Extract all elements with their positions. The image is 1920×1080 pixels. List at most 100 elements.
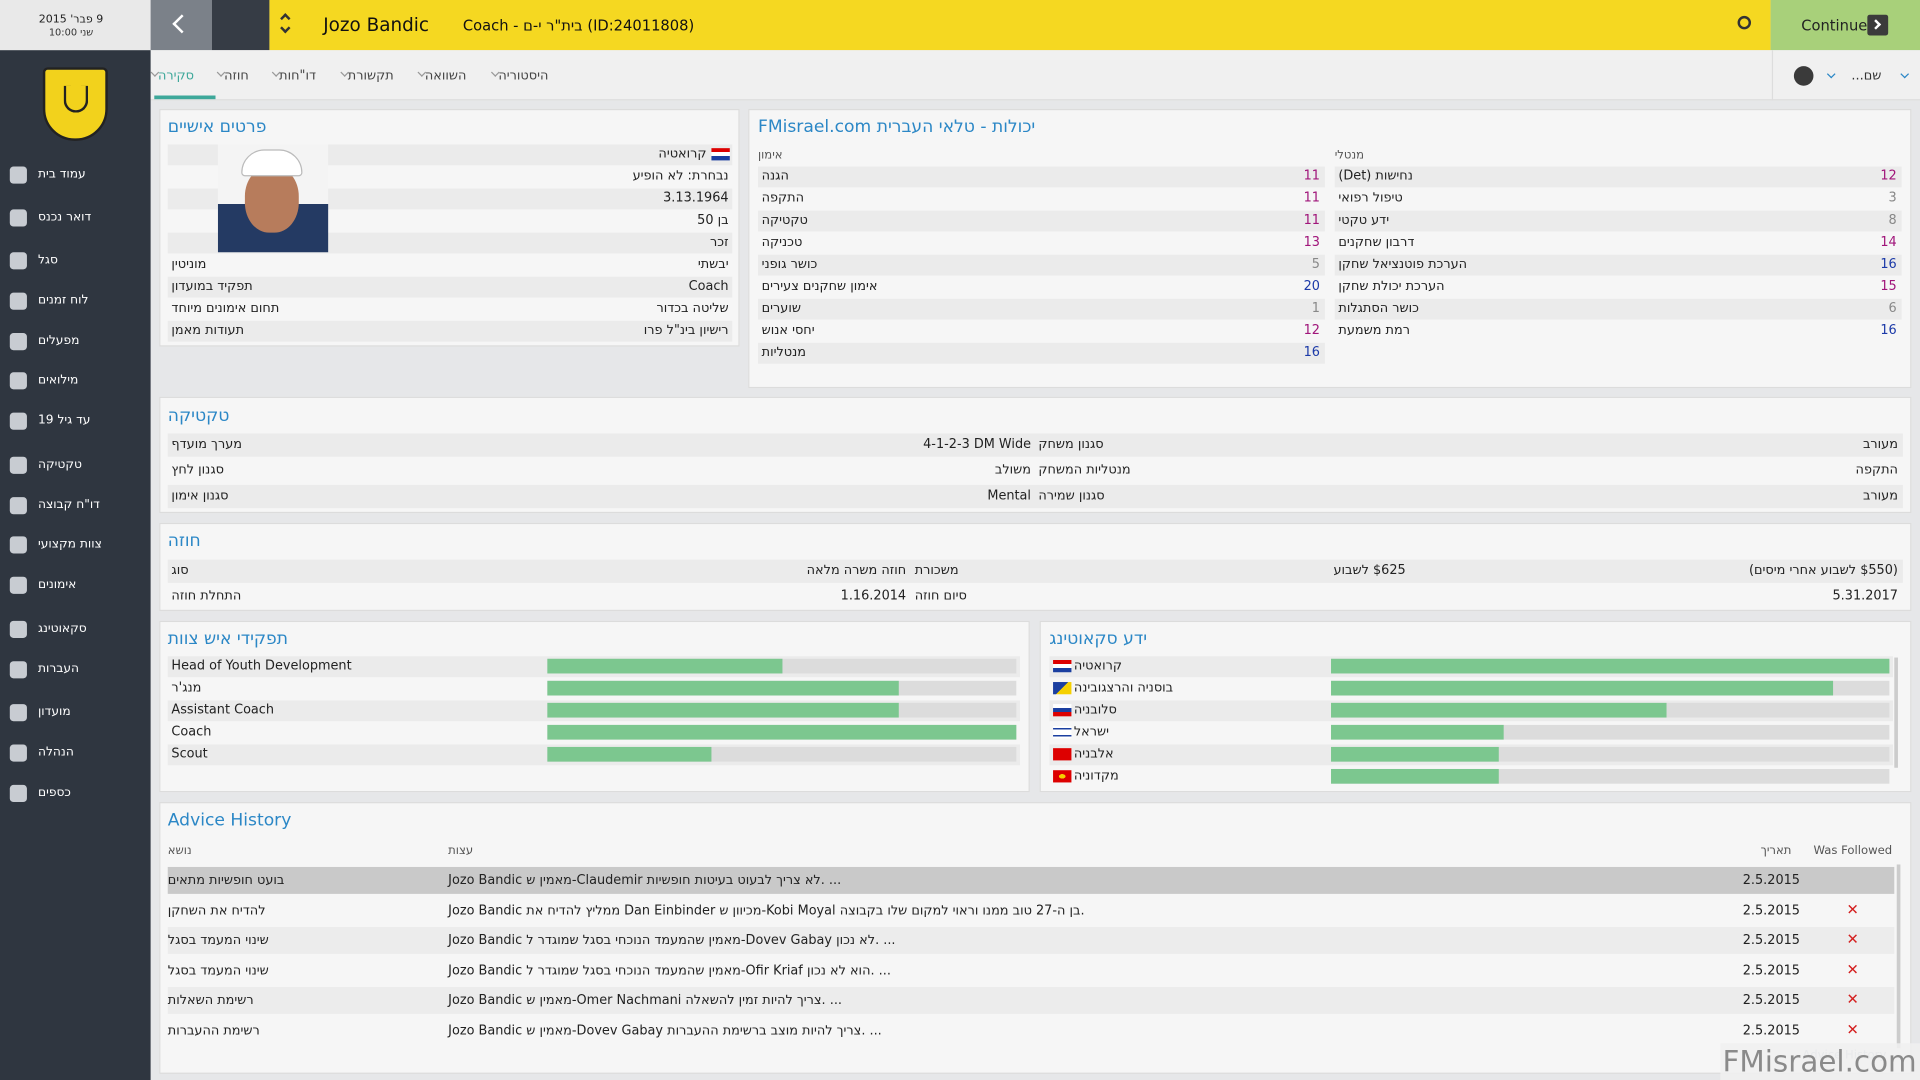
- tactic-value: מעורב: [1862, 488, 1898, 503]
- sidebar-icon: [9, 497, 27, 515]
- tactic-label: סגנון לחץ: [171, 462, 224, 478]
- top-bar: [269, 0, 1771, 51]
- sidebar-icon: [9, 372, 27, 390]
- advice-scrollbar[interactable]: [1896, 864, 1901, 1049]
- sidebar-icon: [9, 661, 27, 679]
- advice-row[interactable]: [167, 866, 1895, 894]
- personal-value: שליטה בכדור: [656, 300, 729, 316]
- crest-menorah: [63, 85, 89, 113]
- followed-mark: ✕: [1846, 991, 1859, 1009]
- globe-icon[interactable]: [1793, 66, 1814, 86]
- attribute-name: נחישות (Det): [1338, 168, 1413, 184]
- sidebar-icon: [9, 456, 27, 474]
- sidebar-item[interactable]: מועדון: [37, 705, 71, 719]
- sidebar-item[interactable]: עד גיל 19: [37, 413, 91, 428]
- contract-label: משכורת: [914, 562, 959, 578]
- advice-text: Jozo Bandic מאמין שהמעמד הנוכחי בסגל שמו…: [448, 963, 891, 978]
- contract-value: 5.31.2017: [1832, 588, 1898, 604]
- sidebar-item[interactable]: מפעלים: [37, 334, 80, 348]
- watermark: FMisrael.com: [1722, 1044, 1917, 1079]
- advice-row[interactable]: [167, 897, 1895, 924]
- bar-label: בוסניה והרצגובינה: [1073, 680, 1174, 696]
- tab[interactable]: סקירה: [158, 69, 206, 82]
- sidebar-item[interactable]: העברות: [37, 662, 79, 676]
- staff-subtitle: Coach - בית"ר י-ם (ID:24011808): [462, 17, 695, 35]
- row-stripe: [167, 276, 733, 298]
- search-label[interactable]: שם...: [1851, 68, 1882, 83]
- sidebar-item[interactable]: הנהלה: [37, 745, 74, 760]
- sidebar-item[interactable]: סקאוטינג: [37, 622, 87, 636]
- panel-title: חוזה: [167, 531, 201, 552]
- advice-row[interactable]: [167, 957, 1895, 985]
- personal-line: 3.13.1964: [663, 190, 729, 206]
- bar-label: Scout: [171, 746, 208, 762]
- bar: [547, 724, 1017, 740]
- contract-label: ($550 לשבוע אחרי מיסים): [1749, 562, 1898, 578]
- sidebar-item[interactable]: צוות מקצועי: [37, 537, 102, 552]
- back-button[interactable]: [150, 0, 212, 51]
- panel-title: טקטיקה: [167, 406, 230, 427]
- attribute-value: 12: [1303, 322, 1321, 338]
- advice-row[interactable]: [167, 927, 1895, 955]
- tab[interactable]: תקשורת: [348, 69, 406, 82]
- attribute-name: טיפול רפואי: [1338, 190, 1403, 206]
- active-tab-underline: [154, 95, 216, 100]
- tab[interactable]: היסטוריה: [498, 69, 560, 82]
- row-stripe: [757, 166, 1325, 188]
- sidebar-item[interactable]: כספים: [37, 786, 71, 800]
- personal-label: מוניטין: [171, 256, 207, 272]
- advice-date: 2.5.2015: [1742, 902, 1801, 918]
- tab-bar: [150, 50, 1920, 101]
- nav-button[interactable]: [211, 0, 270, 51]
- sidebar-icon: [9, 744, 27, 762]
- sidebar-item[interactable]: דואר נכנס: [37, 210, 92, 225]
- sidebar-item[interactable]: טקטיקה: [37, 457, 82, 472]
- contract-value: חוזה משרה מלאה: [806, 562, 907, 578]
- sidebar-item[interactable]: סגל: [37, 253, 58, 267]
- advice-date: 2.5.2015: [1742, 872, 1801, 888]
- sidebar-item[interactable]: מילואים: [37, 373, 79, 387]
- contract-label: התחלת חוזה: [171, 588, 242, 604]
- advice-row[interactable]: [167, 987, 1895, 1015]
- bar: [1331, 658, 1890, 674]
- search-icon[interactable]: [1737, 15, 1752, 30]
- sidebar-item[interactable]: לוח זמנים: [37, 293, 89, 308]
- advice-row[interactable]: [167, 1017, 1895, 1045]
- tab[interactable]: דו"חות: [279, 69, 328, 82]
- bar: [547, 746, 712, 762]
- row-stripe: [757, 210, 1325, 232]
- date-box: [0, 0, 151, 51]
- attribute-name: יחסי אנוש: [761, 322, 815, 338]
- scrollbar[interactable]: [1894, 657, 1898, 768]
- column-header: אימון: [757, 148, 783, 162]
- continue-arrow-box: [1867, 14, 1889, 36]
- tab[interactable]: חוזה: [224, 69, 261, 82]
- contract-value: $625 לשבוע: [1333, 562, 1406, 578]
- day-time: שני 10:00: [48, 26, 94, 38]
- photo-face: [244, 166, 299, 233]
- flag: [1053, 726, 1072, 739]
- continue-button[interactable]: [1770, 0, 1920, 51]
- followed-mark: ✕: [1846, 930, 1859, 948]
- row-stripe: [167, 484, 1903, 509]
- attribute-value: 6: [1888, 300, 1897, 316]
- contract-label: סוג: [171, 562, 189, 578]
- panel-title: פרטים אישיים: [167, 117, 267, 138]
- sidebar-item[interactable]: דו"ח קבוצה: [37, 498, 100, 512]
- tactic-value: Mental: [987, 488, 1032, 503]
- advice-text: Jozo Bandic מאמין ש-Dovev Gabay צריך להי…: [448, 1023, 882, 1039]
- row-stripe: [167, 559, 1903, 583]
- panel-title: ידע סקאוטינג: [1049, 629, 1148, 649]
- tactic-label: סגנון משחק: [1038, 436, 1104, 452]
- sidebar-item[interactable]: עמוד בית: [37, 167, 86, 182]
- sidebar-icon: [9, 704, 27, 722]
- row-stripe: [757, 342, 1325, 364]
- sidebar-item[interactable]: אימונים: [37, 577, 77, 592]
- flag: [1053, 748, 1072, 761]
- panel-title: יכולות - טלאי העברית FMisrael.com: [757, 117, 1036, 138]
- tab[interactable]: השוואה: [425, 69, 479, 82]
- attribute-name: הערכת יכולת שחקן: [1338, 278, 1445, 294]
- attribute-value: 15: [1880, 278, 1897, 294]
- advice-subject: להדיח את השחקן: [167, 902, 266, 918]
- continue-label[interactable]: Continue: [1801, 17, 1868, 35]
